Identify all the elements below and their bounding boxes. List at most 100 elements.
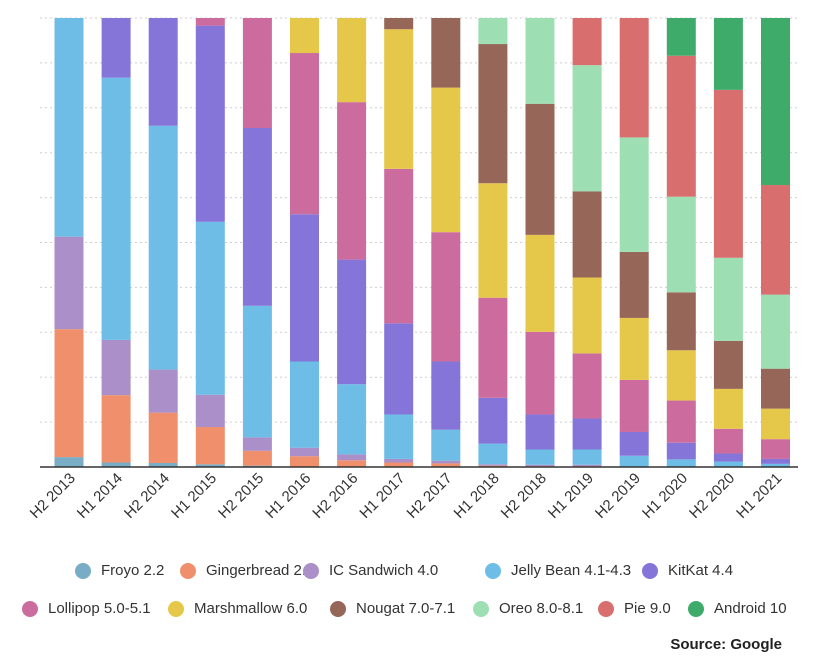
bar-segment — [290, 214, 319, 362]
bar-segment — [384, 414, 414, 459]
bar-segment — [525, 414, 555, 450]
x-tick-label: H1 2016 — [262, 470, 314, 522]
legend-label: Jelly Bean 4.1-4.3 — [511, 562, 632, 579]
bar-segment — [572, 418, 602, 450]
bar-segment — [761, 439, 790, 459]
bar-segment — [431, 18, 461, 88]
bar-segment — [195, 221, 225, 395]
legend-swatch — [642, 562, 658, 579]
bar-segment — [337, 102, 367, 260]
bar-segment — [525, 464, 555, 467]
legend-swatch — [688, 600, 704, 617]
legend-item[interactable]: Jelly Bean 4.1-4.3 — [485, 562, 631, 579]
bar-segment — [666, 400, 696, 443]
legend-label: Marshmallow 6.0 — [194, 600, 308, 617]
bar-segment — [337, 384, 367, 455]
bar-segment — [54, 236, 84, 330]
bar-segment — [572, 464, 602, 467]
legend-item[interactable]: Oreo 8.0-8.1 — [473, 600, 583, 617]
legend-item[interactable]: Nougat 7.0-7.1 — [330, 600, 455, 617]
legend-label: Froyo 2.2 — [101, 562, 165, 579]
bar-segment — [337, 259, 367, 385]
bar-segment — [478, 18, 508, 45]
bar-segment — [619, 431, 649, 456]
bar-segment — [761, 294, 790, 369]
bar-segment — [761, 463, 790, 467]
legend-item[interactable]: Lollipop 5.0-5.1 — [22, 600, 151, 617]
bar-segment — [148, 125, 178, 370]
bar-segment — [713, 428, 743, 454]
bar-segment — [148, 369, 178, 413]
bar-segment — [761, 185, 790, 295]
bar-segment — [290, 456, 319, 467]
legend-item[interactable]: Marshmallow 6.0 — [168, 600, 307, 617]
bar-segment — [525, 331, 555, 415]
bar-segment — [290, 361, 319, 448]
bar-segment — [666, 350, 696, 401]
bar-segment — [478, 397, 508, 444]
bar-segment — [619, 317, 649, 380]
bar-segment — [195, 18, 225, 26]
x-tick-label: H1 2017 — [356, 470, 408, 522]
bar-segment — [666, 292, 696, 351]
bar-segment — [54, 18, 84, 237]
bar-segment — [666, 196, 696, 293]
bar-segment — [713, 18, 743, 90]
legend-swatch — [22, 600, 38, 617]
bar-segment — [431, 460, 461, 464]
legend-label: IC Sandwich 4.0 — [329, 562, 439, 579]
x-tick-label: H2 2017 — [404, 470, 456, 522]
bar-segment — [195, 464, 225, 467]
legend-item[interactable]: KitKat 4.4 — [642, 562, 733, 579]
bar-segment — [619, 18, 649, 138]
bar-segment — [195, 394, 225, 428]
bar-segment — [242, 128, 272, 306]
legend-item[interactable]: Pie 9.0 — [598, 600, 671, 617]
x-tick-label: H2 2020 — [686, 470, 738, 522]
bar-segment — [525, 18, 555, 104]
legend-swatch — [75, 562, 91, 579]
x-tick-label: H1 2015 — [168, 470, 220, 522]
bar-segment — [337, 18, 367, 103]
bar-segment — [195, 25, 225, 222]
bar-segment — [713, 461, 743, 467]
bar-segment — [666, 442, 696, 460]
bar-segment — [713, 257, 743, 341]
bar-segment — [54, 457, 84, 467]
bar-segment — [431, 429, 461, 461]
legend-item[interactable]: Android 10 — [688, 600, 787, 617]
bar-segment — [431, 463, 461, 467]
legend-label: Pie 9.0 — [624, 600, 671, 617]
bar-segment — [619, 137, 649, 252]
bar-segment — [290, 53, 319, 215]
bar-segment — [148, 18, 178, 126]
legend-item[interactable]: Froyo 2.2 — [75, 562, 164, 579]
x-tick-label: H2 2013 — [27, 470, 79, 522]
x-tick-label: H2 2016 — [309, 470, 361, 522]
bar-segment — [478, 464, 508, 466]
x-tick-label: H2 2018 — [498, 470, 550, 522]
bars — [54, 18, 790, 467]
bar-segment — [761, 368, 790, 409]
legend-swatch — [168, 600, 184, 617]
bar-segment — [761, 458, 790, 464]
bar-segment — [242, 305, 272, 438]
bar-segment — [761, 408, 790, 440]
bar-segment — [290, 447, 319, 457]
legend-item[interactable]: Gingerbread 2.3 — [180, 562, 314, 579]
legend-label: KitKat 4.4 — [668, 562, 734, 579]
bar-segment — [478, 297, 508, 398]
x-tick-label: H2 2014 — [121, 470, 173, 522]
bar-segment — [54, 329, 84, 458]
bar-segment — [713, 388, 743, 429]
legend-item[interactable]: IC Sandwich 4.0 — [303, 562, 438, 579]
source-note: Source: Google — [670, 636, 782, 653]
legend-swatch — [485, 562, 501, 579]
bar-segment — [384, 18, 414, 30]
x-tick-label: H2 2015 — [215, 470, 267, 522]
bar-segment — [384, 29, 414, 169]
legend-label: Oreo 8.0-8.1 — [499, 600, 584, 617]
bar-segment — [337, 460, 367, 467]
bar-segment — [431, 87, 461, 233]
